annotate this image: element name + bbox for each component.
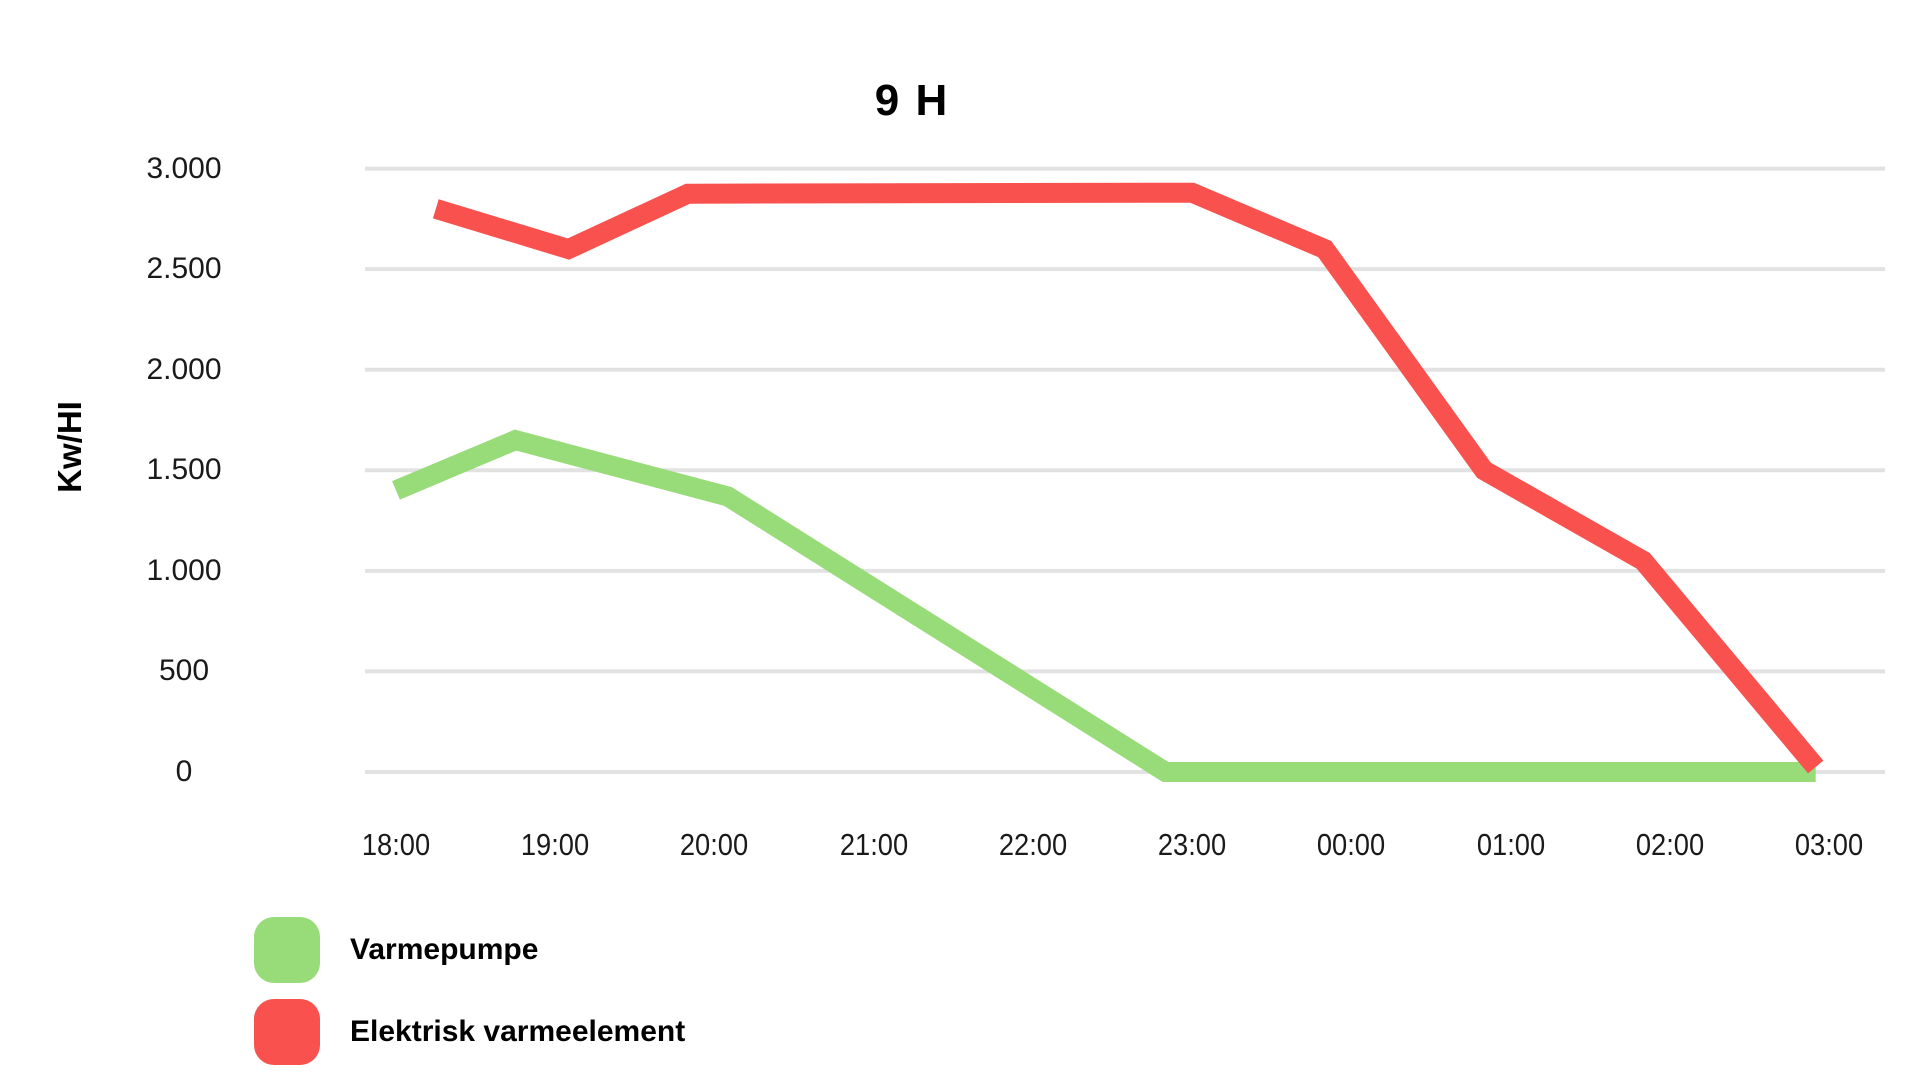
legend-item-varmepumpe: Varmepumpe bbox=[254, 917, 685, 983]
y-axis-title: Kw/HI bbox=[51, 401, 88, 493]
x-tick-label: 23:00 bbox=[1157, 827, 1227, 862]
y-tick-label: 1.500 bbox=[146, 453, 222, 487]
legend: Varmepumpe Elektrisk varmeelement bbox=[254, 917, 685, 1080]
legend-item-elektrisk-varmeelement: Elektrisk varmeelement bbox=[254, 999, 685, 1065]
chart-title: 9 H bbox=[874, 76, 950, 125]
x-tick-label: 20:00 bbox=[680, 827, 749, 862]
legend-label: Varmepumpe bbox=[350, 933, 539, 966]
y-tick-label: 1.000 bbox=[146, 553, 222, 587]
x-tick-label: 01:00 bbox=[1476, 827, 1545, 862]
y-tick-label: 2.500 bbox=[146, 252, 222, 286]
y-tick-label: 3.000 bbox=[146, 151, 222, 185]
x-tick-label: 18:00 bbox=[361, 827, 431, 862]
x-tick-label: 19:00 bbox=[521, 827, 590, 862]
y-tick-label: 500 bbox=[158, 654, 210, 688]
x-tick-label: 00:00 bbox=[1317, 827, 1386, 862]
series-line-varmepumpe bbox=[392, 429, 1816, 782]
elektrisk-varmeelement-swatch-icon bbox=[254, 999, 320, 1065]
varmepumpe-swatch-icon bbox=[254, 917, 320, 983]
x-tick-label: 22:00 bbox=[998, 827, 1068, 862]
x-tick-label: 03:00 bbox=[1794, 827, 1864, 862]
x-tick-label: 21:00 bbox=[839, 827, 908, 862]
y-tick-label: 0 bbox=[175, 755, 193, 788]
legend-label: Elektrisk varmeelement bbox=[350, 1015, 686, 1048]
series-line-elektrisk-varmeelement bbox=[432, 182, 1824, 774]
x-tick-label: 02:00 bbox=[1635, 827, 1704, 862]
y-tick-label: 2.000 bbox=[146, 352, 222, 386]
